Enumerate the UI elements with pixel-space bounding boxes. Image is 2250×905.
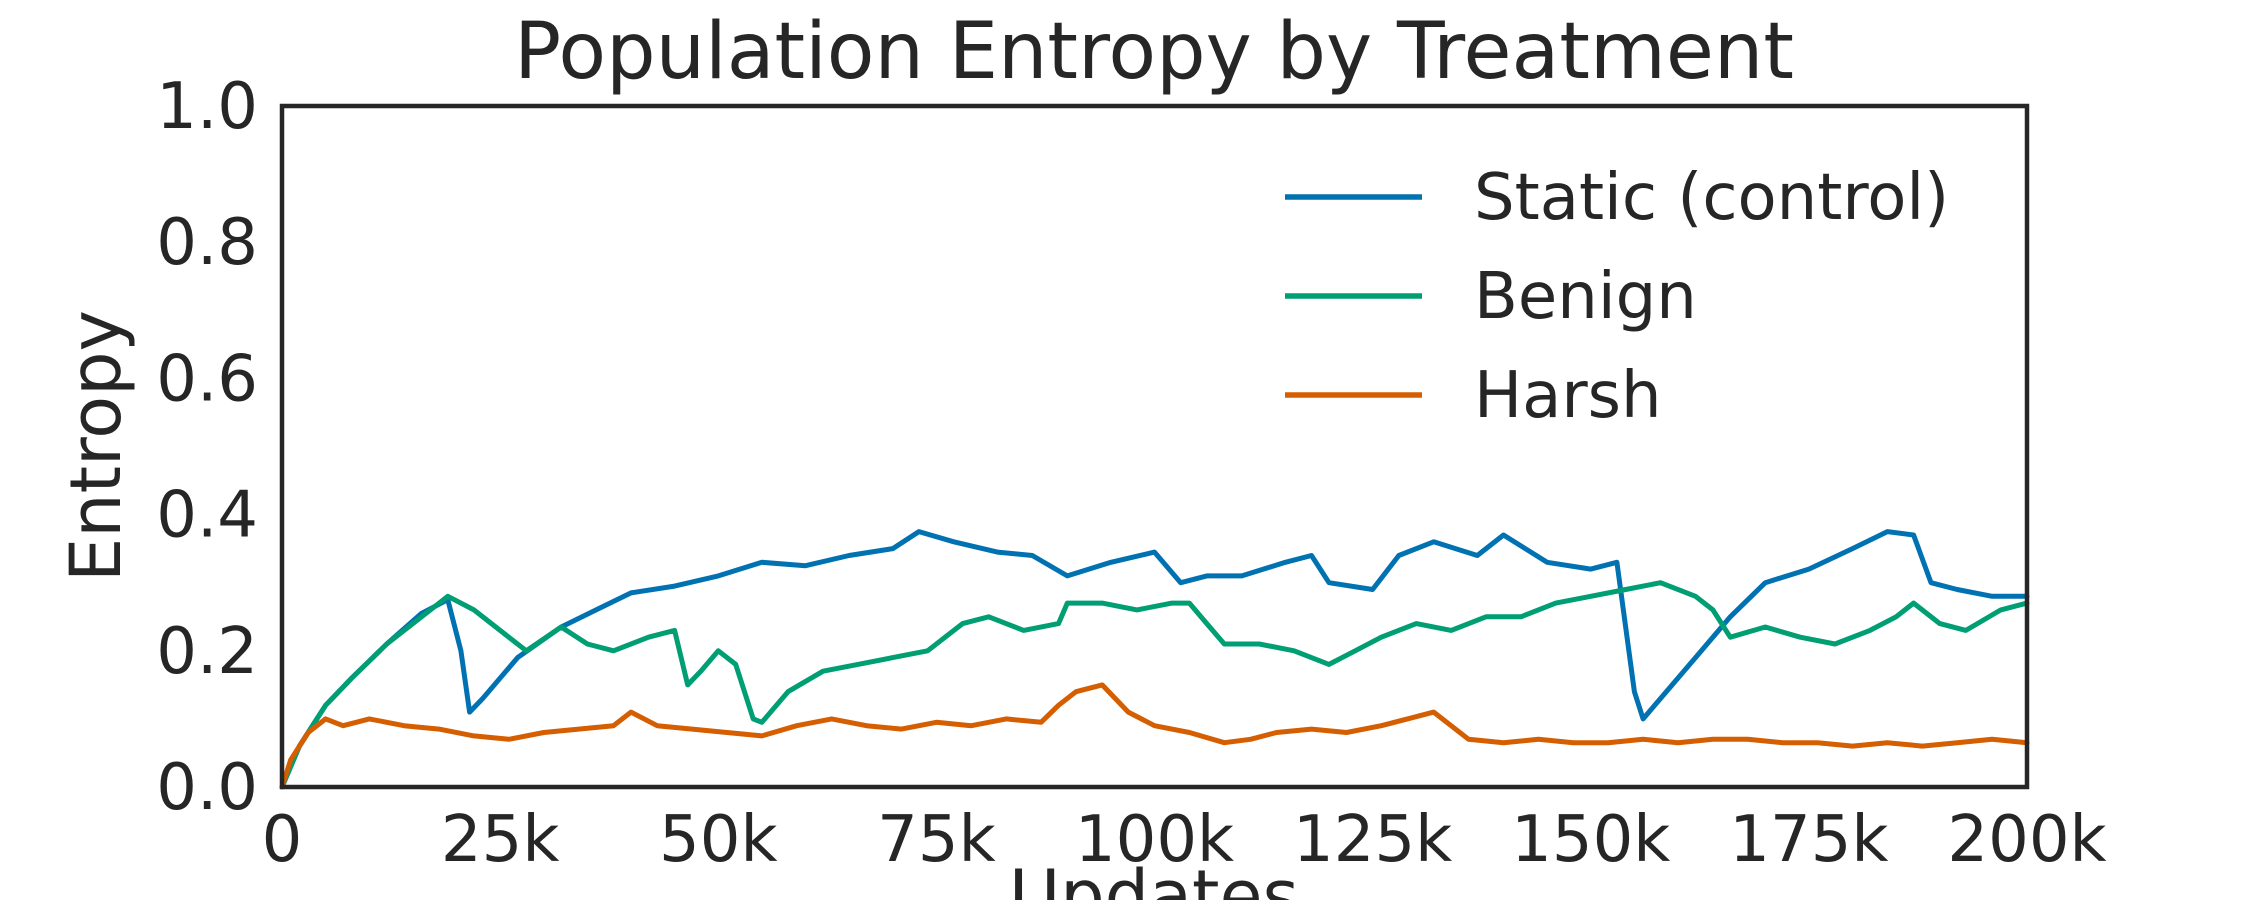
legend: Static (control) Benign Harsh (1285, 161, 1949, 433)
x-tick-label: 75k (877, 803, 996, 877)
x-tick-label: 150k (1511, 803, 1670, 877)
y-axis-label: Entropy (55, 310, 137, 582)
x-tick-label: 50k (659, 803, 778, 877)
series-line (279, 580, 2030, 790)
x-tick-label: 175k (1729, 803, 1888, 877)
legend-label: Harsh (1474, 359, 1662, 433)
y-axis-ticks: 0.0 0.2 0.4 0.6 0.8 1.0 (156, 70, 258, 825)
y-tick-label: 0.0 (156, 751, 258, 825)
series-line (279, 529, 2030, 790)
y-tick-label: 0.6 (156, 342, 258, 416)
x-tick-label: 125k (1293, 803, 1452, 877)
x-tick-label: 200k (1947, 803, 2106, 877)
y-tick-label: 1.0 (156, 70, 258, 144)
x-tick-label: 0 (262, 803, 303, 877)
plot-lines (279, 529, 2030, 790)
x-tick-label: 25k (441, 803, 560, 877)
x-tick-label: 100k (1075, 803, 1234, 877)
y-tick-label: 0.4 (156, 479, 258, 553)
plot-frame (279, 103, 2030, 790)
x-axis-ticks: 0 25k 50k 75k 100k 125k 150k 175k 200k (262, 803, 2107, 877)
series-line (279, 682, 2030, 790)
y-tick-label: 0.8 (156, 206, 258, 280)
legend-label: Benign (1474, 260, 1697, 334)
legend-label: Static (control) (1474, 161, 1949, 235)
y-tick-label: 0.2 (156, 615, 258, 689)
x-axis-label: Updates (1009, 855, 1299, 900)
chart-title: Population Entropy by Treatment (514, 7, 1794, 97)
